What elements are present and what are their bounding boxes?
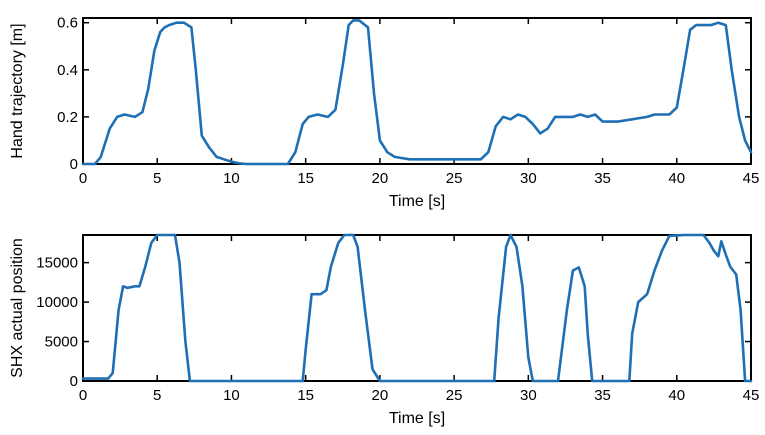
bottom-x-axis-label: Time [s] — [389, 410, 445, 427]
x-tick-label: 40 — [668, 387, 685, 404]
top-plot-frame — [82, 17, 752, 165]
y-tick-label: 0.2 — [57, 109, 78, 126]
y-tick-label: 5000 — [45, 334, 78, 351]
x-tick-label: 15 — [297, 170, 314, 187]
x-tick-label: 15 — [297, 387, 314, 404]
x-tick-label: 35 — [594, 170, 611, 187]
x-tick-label: 30 — [520, 387, 537, 404]
x-tick-label: 0 — [79, 170, 87, 187]
bottom-y-axis-label: SHX actual position — [9, 238, 26, 378]
y-tick-label: 0.6 — [57, 15, 78, 32]
top-ticks: 0 5 10 15 20 25 30 35 40 45 0 0.2 0.4 0.6 — [57, 15, 759, 187]
y-tick-label: 10000 — [36, 294, 78, 311]
top-y-axis-label: Hand trajectory [m] — [9, 23, 26, 158]
bottom-ticks: 0 5 10 15 20 25 30 35 40 45 0 5000 10000 15000 — [36, 235, 759, 404]
x-tick-label: 35 — [594, 387, 611, 404]
x-tick-label: 45 — [743, 170, 760, 187]
y-tick-label: 15000 — [36, 255, 78, 272]
x-tick-label: 5 — [153, 170, 161, 187]
x-tick-label: 5 — [153, 387, 161, 404]
x-tick-label: 10 — [223, 170, 240, 187]
hand-trajectory-chart: 0 5 10 15 20 25 30 35 40 45 0 0.2 0.4 0.6 Time [s] Ha… — [9, 15, 759, 210]
x-tick-label: 10 — [223, 387, 240, 404]
x-tick-label: 25 — [446, 170, 463, 187]
x-tick-label: 20 — [372, 170, 389, 187]
top-x-axis-label: Time [s] — [389, 193, 445, 210]
x-tick-label: 25 — [446, 387, 463, 404]
y-tick-label: 0 — [70, 373, 78, 390]
shx-position-chart: 0 5 10 15 20 25 30 35 40 45 0 5000 10000 15000 Time [… — [9, 233, 759, 427]
y-tick-label: 0 — [70, 156, 78, 173]
y-tick-label: 0.4 — [57, 62, 78, 79]
x-tick-label: 40 — [668, 170, 685, 187]
x-tick-label: 45 — [743, 387, 760, 404]
hand-trajectory-series-line — [81, 19, 753, 166]
x-tick-label: 20 — [372, 387, 389, 404]
x-tick-label: 30 — [520, 170, 537, 187]
x-tick-label: 0 — [79, 387, 87, 404]
shx-position-series-line — [81, 233, 753, 383]
